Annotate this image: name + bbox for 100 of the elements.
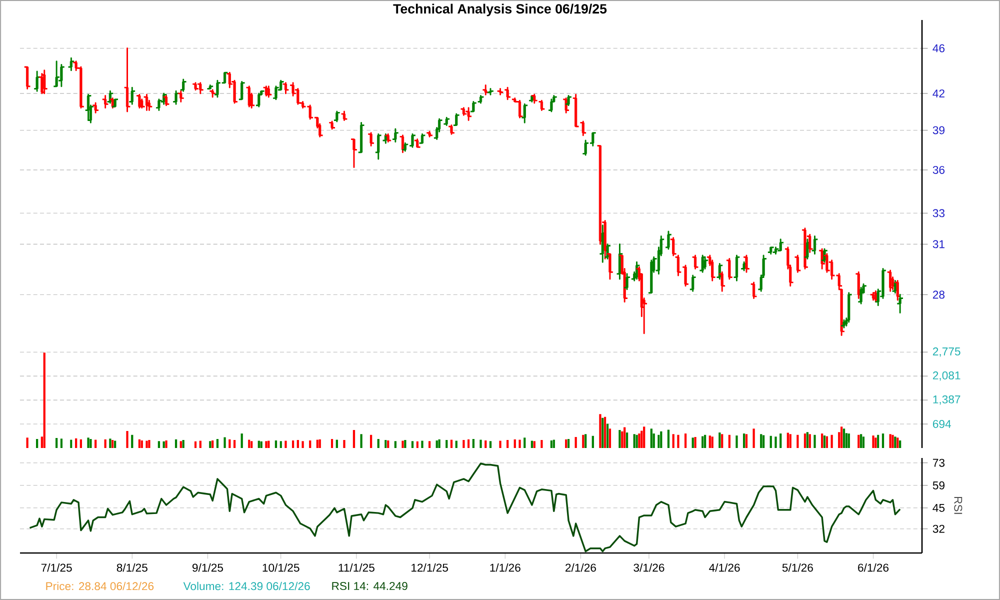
candlestick: [548, 98, 556, 112]
candlestick: [689, 274, 697, 292]
bar: [165, 440, 168, 448]
text: RSI 14: 44.249: [332, 582, 408, 590]
candlestick: [358, 122, 365, 154]
bar: [506, 440, 509, 448]
candlestick: [504, 86, 512, 100]
y-tick-label: 42: [932, 89, 944, 98]
bar: [216, 439, 219, 448]
bar: [499, 440, 502, 448]
candlestick: [196, 82, 204, 94]
bar: [199, 440, 202, 448]
bar: [760, 434, 762, 448]
bar: [94, 440, 97, 448]
candlestick: [726, 258, 734, 280]
bar: [450, 440, 453, 448]
bar: [762, 435, 765, 448]
bar: [574, 436, 577, 448]
bar: [582, 434, 584, 448]
bar: [377, 439, 380, 448]
bar: [552, 440, 555, 448]
y-tick-label: 46: [932, 44, 945, 52]
candlestick: [520, 103, 528, 124]
bar: [352, 430, 356, 448]
bar: [882, 433, 884, 448]
candlestick: [399, 134, 406, 154]
bar: [484, 440, 487, 448]
candlestick: [24, 66, 31, 90]
x-tick-label: 5/1/26: [782, 563, 813, 572]
y-tick-label: 32: [932, 524, 944, 533]
candlestick: [172, 90, 180, 105]
bar: [830, 434, 833, 448]
candlestick: [255, 92, 263, 108]
candlestick: [282, 82, 290, 94]
bar: [514, 439, 516, 448]
candlestick: [801, 228, 809, 270]
candlestick: [402, 142, 409, 152]
bar: [796, 434, 799, 448]
bar: [608, 428, 612, 448]
bar: [718, 432, 721, 448]
candlestick: [340, 110, 348, 121]
bar: [248, 440, 250, 448]
bar: [524, 438, 526, 448]
candlestick: [733, 254, 740, 282]
bar: [131, 434, 134, 448]
bar: [728, 434, 730, 448]
bar: [360, 434, 362, 448]
bar: [823, 436, 826, 448]
bar: [318, 439, 321, 448]
candlestick: [857, 286, 865, 304]
bar: [892, 434, 894, 448]
candlestick: [516, 100, 524, 118]
bar: [194, 441, 197, 448]
bar: [296, 440, 299, 448]
candlestick: [180, 78, 187, 92]
bar: [370, 434, 372, 448]
candlestick: [40, 70, 48, 94]
bar: [742, 433, 746, 448]
bar: [736, 436, 738, 448]
bar: [302, 441, 304, 448]
bar: [898, 440, 902, 448]
bar: [599, 414, 602, 448]
candlestick: [238, 81, 246, 100]
y-tick-label: 59: [932, 481, 944, 490]
bar: [36, 439, 38, 448]
bar: [774, 436, 777, 448]
bar: [182, 440, 184, 448]
bar: [212, 440, 214, 448]
bar: [786, 432, 789, 448]
y-tick-label: 694: [932, 420, 951, 428]
bar: [860, 434, 862, 448]
candlestick: [794, 254, 802, 273]
bar: [667, 430, 670, 448]
x-tick-label: 7/1/25: [41, 563, 72, 572]
bar: [330, 439, 334, 448]
bar: [114, 440, 116, 448]
bar: [411, 441, 414, 448]
bar: [640, 430, 643, 448]
bar: [138, 439, 141, 448]
chart-title: Technical Analysis Since 06/19/25: [393, 4, 607, 16]
bar: [658, 434, 660, 448]
bar: [90, 439, 92, 448]
bar: [550, 440, 553, 448]
bar: [384, 440, 387, 448]
bar: [240, 433, 243, 448]
bar: [316, 440, 318, 448]
y-tick-label: 31: [932, 240, 944, 248]
bar: [889, 434, 892, 448]
bar: [336, 440, 338, 448]
bar: [633, 434, 636, 448]
candlestick: [84, 94, 92, 121]
bar: [862, 436, 865, 448]
bar: [43, 352, 46, 448]
bar: [472, 439, 475, 448]
bar: [636, 434, 638, 448]
bar: [343, 440, 346, 448]
bar: [808, 434, 811, 448]
candlestick: [579, 120, 587, 136]
bar: [446, 440, 448, 448]
candlestick: [482, 84, 490, 96]
